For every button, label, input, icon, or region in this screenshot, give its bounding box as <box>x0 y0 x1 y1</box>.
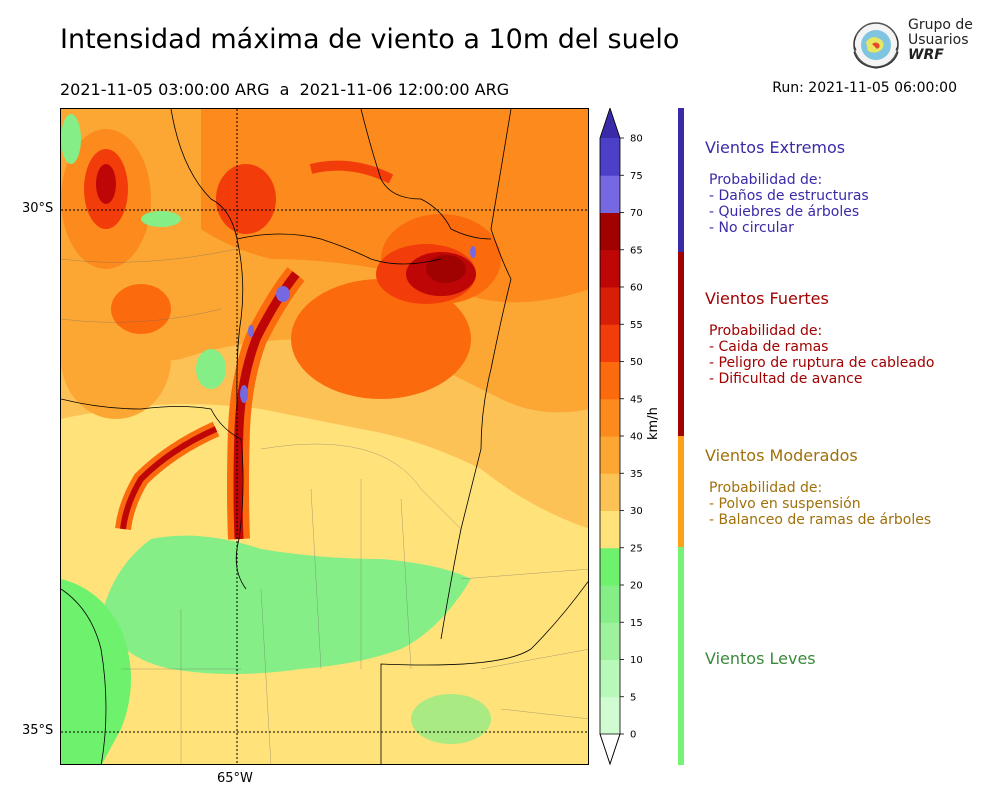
category-bar-moderados <box>678 436 684 547</box>
colorbar-band <box>600 473 620 511</box>
colorbar-band <box>600 287 620 325</box>
desc-line: - Quiebres de árboles <box>709 204 860 220</box>
colorbar-band <box>600 659 620 698</box>
category-desc-extremos: Probabilidad de: - Daños de estructuras … <box>709 172 869 236</box>
desc-line: - Daños de estructuras <box>709 188 869 204</box>
colorbar-tick-label: 55 <box>630 320 643 331</box>
colorbar-tick-label: 70 <box>630 208 643 219</box>
forecast-period: 2021-11-05 03:00:00 ARG a 2021-11-06 12:… <box>60 80 510 99</box>
category-title-moderados: Vientos Moderados <box>705 446 858 465</box>
lat-label-30s: 30°S <box>22 201 54 216</box>
colorbar-band <box>600 212 620 251</box>
colorbar-band <box>600 510 620 549</box>
colorbar-tick-label: 60 <box>630 283 643 294</box>
colorbar-band <box>600 622 620 660</box>
logo-line1: Grupo de <box>908 17 973 33</box>
run-time: Run: 2021-11-05 06:00:00 <box>772 80 957 96</box>
colorbar-band <box>600 324 620 362</box>
colorbar-tick-label: 0 <box>630 730 636 741</box>
colorbar-band <box>600 436 620 474</box>
colorbar-band <box>600 361 620 400</box>
desc-line: - Peligro de ruptura de cableado <box>709 355 935 371</box>
category-desc-moderados: Probabilidad de: - Polvo en suspensión -… <box>709 480 931 528</box>
category-desc-fuertes: Probabilidad de: - Caida de ramas - Peli… <box>709 323 934 387</box>
desc-line: - Balanceo de ramas de árboles <box>709 512 932 528</box>
colorbar-band <box>600 175 620 213</box>
wind-map-svg <box>61 109 588 764</box>
wind-map <box>60 108 589 765</box>
logo-line2: Usuarios <box>908 32 969 48</box>
colorbar-tick-label: 40 <box>630 432 643 443</box>
category-title-fuertes: Vientos Fuertes <box>705 289 829 308</box>
colorbar-tick-label: 65 <box>630 245 643 256</box>
category-title-leves: Vientos Leves <box>705 649 816 668</box>
desc-line: - Caida de ramas <box>709 339 829 355</box>
desc-line: Probabilidad de: <box>709 172 823 188</box>
colorbar-tick-label: 5 <box>630 692 636 703</box>
logo-text: Grupo de Usuarios WRF <box>908 18 973 63</box>
colorbar-tick-label: 10 <box>630 655 643 666</box>
colorbar-band <box>600 547 620 586</box>
lat-label-35s: 35°S <box>22 723 54 738</box>
lon-label-65w: 65°W <box>217 771 253 786</box>
colorbar-unit-label: km/h <box>646 407 661 440</box>
wrf-logo-icon <box>853 22 899 69</box>
chart-title: Intensidad máxima de viento a 10m del su… <box>60 24 680 55</box>
colorbar-tick-label: 20 <box>630 581 643 592</box>
category-bar-leves <box>678 547 684 765</box>
colorbar-band <box>600 249 620 288</box>
logo-line3: WRF <box>908 47 944 63</box>
colorbar-tick-label: 25 <box>630 543 643 554</box>
colorbar-tick-label: 45 <box>630 394 643 405</box>
colorbar: 0 5 10 15 20 25 30 35 40 45 50 55 60 65 70 75 80 <box>599 108 643 766</box>
colorbar-band <box>600 138 620 176</box>
colorbar-tick-label: 15 <box>630 618 643 629</box>
colorbar-tick-label: 35 <box>630 469 643 480</box>
colorbar-tick-label: 75 <box>630 171 643 182</box>
colorbar-band <box>600 398 620 437</box>
desc-line: Probabilidad de: <box>709 480 823 496</box>
colorbar-band <box>600 585 620 623</box>
category-title-extremos: Vientos Extremos <box>705 138 846 157</box>
category-bar-fuertes <box>678 252 684 436</box>
colorbar-tick-label: 30 <box>630 506 643 517</box>
desc-line: Probabilidad de: <box>709 323 823 339</box>
colorbar-band <box>600 696 620 735</box>
desc-line: - Dificultad de avance <box>709 371 863 387</box>
colorbar-over-triangle <box>600 108 620 138</box>
colorbar-tick-label: 50 <box>630 357 643 368</box>
colorbar-under-triangle <box>599 733 621 766</box>
desc-line: - Polvo en suspensión <box>709 496 861 512</box>
colorbar-tick-label: 80 <box>630 134 643 145</box>
desc-line: - No circular <box>709 220 794 236</box>
category-bar-extremos <box>678 108 684 252</box>
